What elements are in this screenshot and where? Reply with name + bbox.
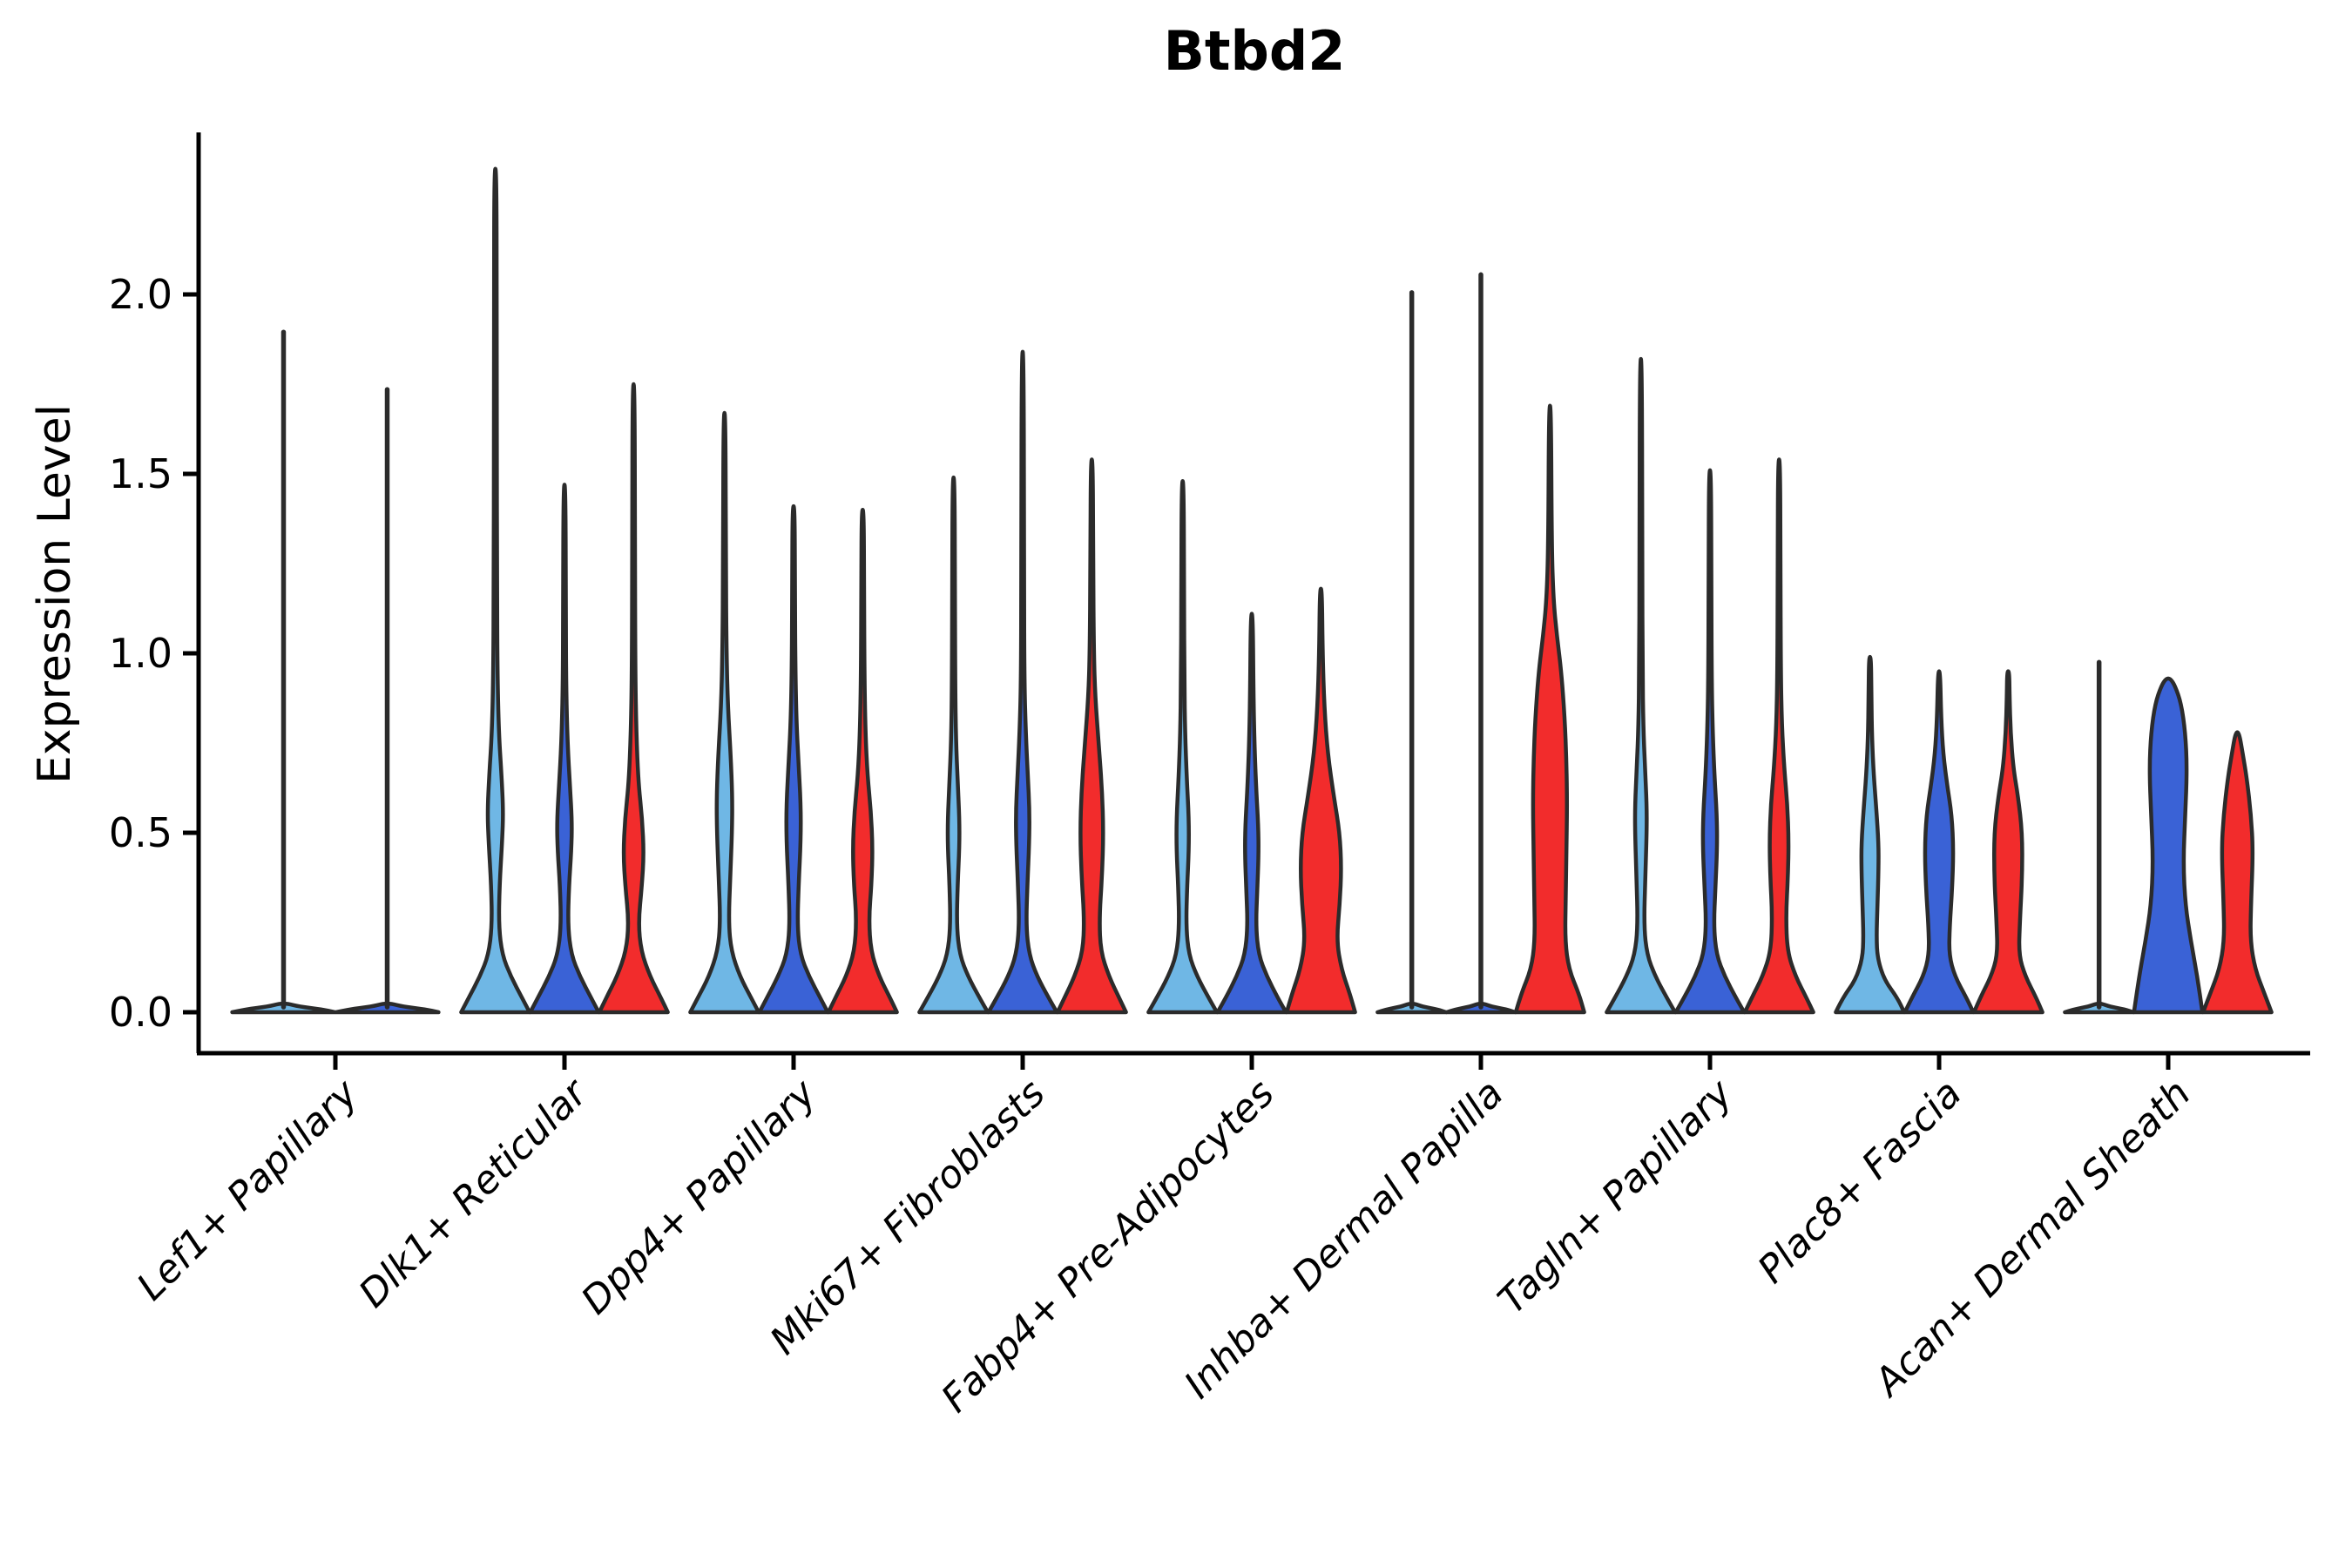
violin-body <box>1513 403 1586 1015</box>
violin-body <box>917 475 990 1015</box>
x-tick-label: Tagln+ Papillary <box>1490 1071 1741 1322</box>
y-tick-label: 1.5 <box>109 450 172 497</box>
violin-body <box>597 382 670 1015</box>
violin-body <box>2200 730 2274 1015</box>
y-tick-label: 0.5 <box>109 809 172 856</box>
violin-body <box>1605 356 1678 1015</box>
violin-body <box>1903 669 1976 1015</box>
violin-lef1-papillary-light_blue <box>230 329 337 1015</box>
violin-body <box>688 410 761 1015</box>
y-axis-label: Expression Level <box>29 404 81 784</box>
y-tick-label: 0.0 <box>109 989 172 1036</box>
violin-tagln-papillary-red <box>1742 457 1815 1015</box>
violin-dpp4-papillary-blue <box>757 504 830 1015</box>
violin-body <box>1834 654 1907 1015</box>
violin-body <box>986 349 1059 1015</box>
x-tick-label: Lef1+ Papillary <box>129 1071 368 1309</box>
violin-body <box>1284 586 1357 1015</box>
violin-body <box>1971 669 2044 1015</box>
violin-tagln-papillary-blue <box>1673 468 1747 1015</box>
x-tick-label: Plac8+ Fascia <box>1749 1071 1970 1292</box>
violin-dpp4-papillary-light_blue <box>688 410 761 1015</box>
violin-mki67-fibroblasts-blue <box>986 349 1059 1015</box>
chart-title: Btbd2 <box>1164 19 1346 83</box>
violin-inhba-dermal-papilla-red <box>1513 403 1586 1015</box>
y-tick-label: 1.0 <box>109 630 172 677</box>
violin-body <box>757 504 830 1015</box>
violin-plac8-fascia-light_blue <box>1834 654 1907 1015</box>
violin-body <box>826 507 899 1015</box>
x-tick-label: Dpp4+ Papillary <box>573 1071 826 1323</box>
violin-dlk1-reticular-light_blue <box>459 166 532 1015</box>
violin-tagln-papillary-light_blue <box>1605 356 1678 1015</box>
violins-layer <box>230 166 2274 1015</box>
violin-fabp4-pre-adipocytes-blue <box>1215 612 1288 1015</box>
violin-body <box>2132 676 2205 1015</box>
violin-acan-dermal-sheath-light_blue <box>2063 659 2136 1015</box>
violin-fabp4-pre-adipocytes-red <box>1284 586 1357 1015</box>
violin-body <box>1742 457 1815 1015</box>
violin-plac8-fascia-blue <box>1903 669 1976 1015</box>
violin-dlk1-reticular-blue <box>528 483 601 1015</box>
violin-body <box>1146 478 1220 1015</box>
violin-dpp4-papillary-red <box>826 507 899 1015</box>
violin-acan-dermal-sheath-red <box>2200 730 2274 1015</box>
violin-body <box>1215 612 1288 1015</box>
violin-body <box>1673 468 1747 1015</box>
violin-lef1-papillary-blue <box>334 387 441 1015</box>
violin-acan-dermal-sheath-blue <box>2132 676 2205 1015</box>
x-tick-label: Dlk1+ Reticular <box>350 1070 597 1316</box>
violin-body <box>528 483 601 1015</box>
violin-fabp4-pre-adipocytes-light_blue <box>1146 478 1220 1015</box>
violin-mki67-fibroblasts-red <box>1055 457 1128 1015</box>
violin-dlk1-reticular-red <box>597 382 670 1015</box>
violin-body <box>1055 457 1128 1015</box>
violin-plac8-fascia-red <box>1971 669 2044 1015</box>
violin-inhba-dermal-papilla-blue <box>1444 272 1517 1015</box>
violin-inhba-dermal-papilla-light_blue <box>1375 290 1449 1015</box>
violin-body <box>459 166 532 1015</box>
violin-mki67-fibroblasts-light_blue <box>917 475 990 1015</box>
y-tick-label: 2.0 <box>109 271 172 318</box>
